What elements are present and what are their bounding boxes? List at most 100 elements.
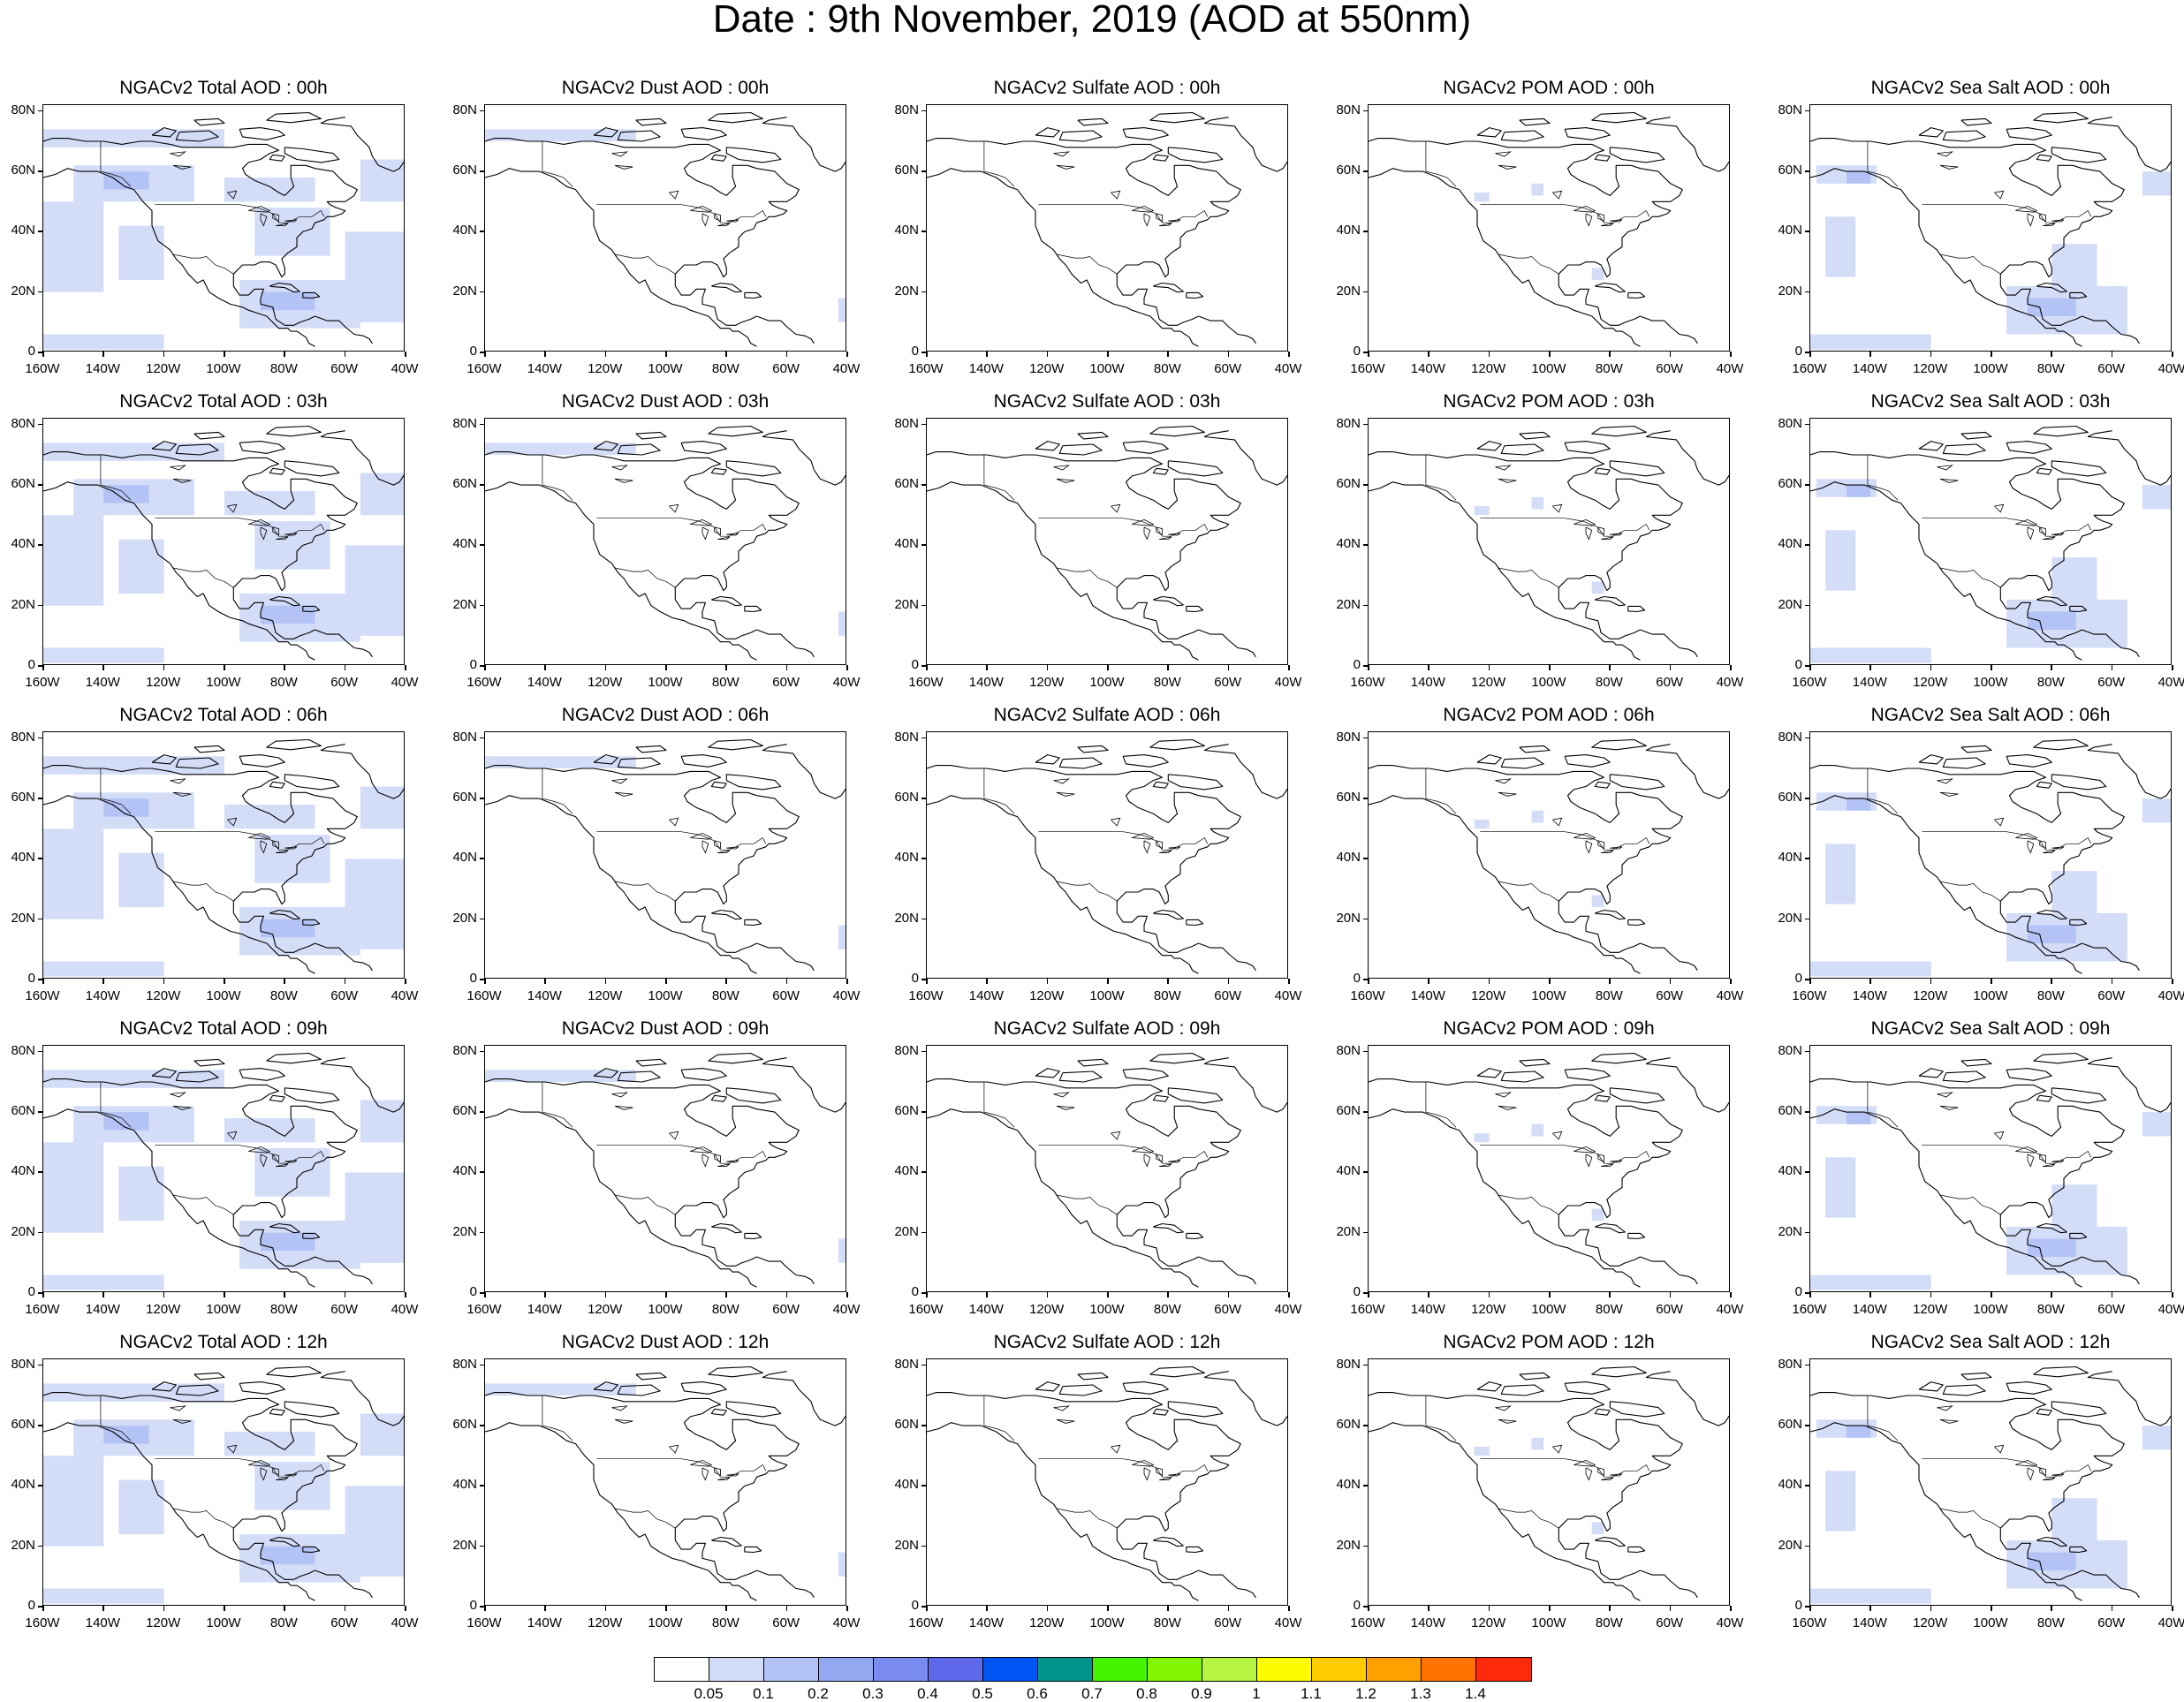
arctic-island bbox=[1960, 1058, 1992, 1067]
lon-tick-label: 120W bbox=[1913, 675, 1948, 690]
panel-title: NGACv2 Dust AOD : 06h bbox=[561, 705, 770, 725]
lon-tick-label: 120W bbox=[1029, 361, 1065, 376]
lon-tick-label: 80W bbox=[1595, 1615, 1623, 1630]
lat-tick-label: 0 bbox=[1353, 1598, 1361, 1613]
lon-tick bbox=[405, 979, 406, 984]
lon-tick bbox=[1809, 665, 1811, 670]
lat-tick-label: 0 bbox=[911, 971, 919, 986]
lake bbox=[2027, 1154, 2035, 1168]
lon-tick-label: 140W bbox=[1852, 988, 1887, 1003]
colorbar-swatch bbox=[1476, 1658, 1531, 1681]
map-canvas bbox=[485, 425, 846, 661]
lat-tick-label: 60N bbox=[1778, 790, 1802, 806]
lake bbox=[1495, 465, 1512, 471]
lat-tick bbox=[1805, 352, 1809, 353]
lake bbox=[690, 1146, 713, 1154]
arctic-island bbox=[2036, 154, 2052, 162]
lat-tick bbox=[1363, 665, 1368, 667]
lon-tick bbox=[1288, 1606, 1290, 1611]
map-canvas bbox=[43, 1365, 404, 1604]
lon-tick bbox=[344, 979, 346, 984]
island-cuba bbox=[2036, 282, 2067, 293]
lon-tick-label: 160W bbox=[908, 361, 944, 376]
map-canvas bbox=[927, 425, 1287, 661]
island-cuba bbox=[2036, 1222, 2067, 1234]
lat-tick bbox=[1805, 737, 1809, 739]
lake bbox=[1597, 526, 1604, 536]
panel-title: NGACv2 POM AOD : 12h bbox=[1443, 1332, 1655, 1352]
arctic-island bbox=[2006, 441, 2052, 454]
border-us-mexico bbox=[1939, 567, 2001, 588]
arctic-island bbox=[708, 111, 763, 124]
lon-tick bbox=[1809, 352, 1811, 357]
lon-tick-label: 140W bbox=[1410, 988, 1445, 1003]
lake bbox=[1498, 1105, 1517, 1110]
lon-tick bbox=[1428, 979, 1429, 984]
border-us-canada bbox=[1480, 204, 1650, 223]
lake bbox=[260, 840, 268, 854]
arctic-island bbox=[1594, 1094, 1611, 1102]
arctic-island bbox=[1918, 754, 1944, 765]
lon-tick-label: 60W bbox=[1656, 361, 1684, 376]
aod-region bbox=[224, 1432, 315, 1456]
lon-tick bbox=[604, 352, 607, 357]
arctic-island bbox=[1942, 757, 1986, 769]
lake bbox=[1168, 846, 1181, 850]
arctic-island bbox=[239, 127, 285, 140]
lake bbox=[1552, 190, 1563, 200]
lat-tick bbox=[1805, 918, 1809, 920]
aod-region bbox=[1847, 1426, 1871, 1438]
lake bbox=[272, 1467, 279, 1477]
border-us-canada bbox=[1480, 518, 1650, 537]
coastline-greenland bbox=[1203, 744, 1287, 799]
panel-title: NGACv2 POM AOD : 09h bbox=[1443, 1018, 1655, 1039]
lon-tick bbox=[163, 1606, 165, 1611]
lat-tick-label: 60N bbox=[1778, 163, 1802, 178]
lat-tick bbox=[1363, 352, 1368, 353]
lon-tick bbox=[1488, 352, 1490, 357]
border-alaska bbox=[542, 768, 573, 814]
aod-region bbox=[360, 1100, 404, 1143]
lake bbox=[669, 503, 679, 513]
coastline-greenland bbox=[1645, 117, 1729, 172]
lon-tick bbox=[2051, 1606, 2052, 1611]
lake bbox=[1597, 1467, 1604, 1477]
aod-region bbox=[43, 756, 224, 775]
lat-tick bbox=[480, 170, 484, 172]
colorbar-swatch bbox=[1422, 1658, 1476, 1681]
colorbar-swatch bbox=[709, 1658, 764, 1681]
lon-tick-label: 80W bbox=[2036, 988, 2065, 1003]
coastline-east bbox=[43, 138, 358, 326]
colorbar-label: 0.7 bbox=[1081, 1685, 1103, 1702]
aod-region bbox=[1825, 843, 1856, 904]
lon-tick bbox=[224, 352, 225, 357]
coastline-east bbox=[927, 765, 1241, 953]
lake bbox=[1156, 1467, 1163, 1477]
map-panel-sulfate bbox=[926, 731, 1288, 979]
lon-tick-label: 80W bbox=[1153, 1302, 1181, 1317]
lon-tick bbox=[1669, 979, 1672, 984]
arctic-island bbox=[1122, 127, 1169, 140]
lon-tick-label: 120W bbox=[1471, 361, 1506, 376]
lon-tick bbox=[2111, 665, 2113, 670]
lat-tick-label: 80N bbox=[1778, 729, 1802, 745]
lon-tick bbox=[1549, 665, 1551, 670]
coastline-south-america bbox=[1640, 1256, 1698, 1285]
lake bbox=[726, 1160, 739, 1163]
lat-tick-label: 40N bbox=[1336, 223, 1361, 238]
lat-tick bbox=[38, 1171, 42, 1173]
lat-tick bbox=[921, 231, 926, 232]
lon-tick-label: 80W bbox=[1153, 675, 1181, 690]
lon-tick bbox=[846, 979, 848, 984]
lon-tick bbox=[846, 1292, 848, 1297]
arctic-island bbox=[710, 1094, 727, 1102]
lon-tick-label: 160W bbox=[1792, 675, 1827, 690]
lake bbox=[276, 536, 289, 541]
lake bbox=[1937, 1405, 1953, 1411]
coastline-south-america bbox=[315, 315, 373, 344]
border-alaska bbox=[542, 1082, 573, 1128]
lon-tick-label: 80W bbox=[269, 361, 298, 376]
lake bbox=[717, 850, 731, 854]
arctic-island bbox=[284, 1401, 340, 1418]
coastline bbox=[1369, 481, 1641, 661]
